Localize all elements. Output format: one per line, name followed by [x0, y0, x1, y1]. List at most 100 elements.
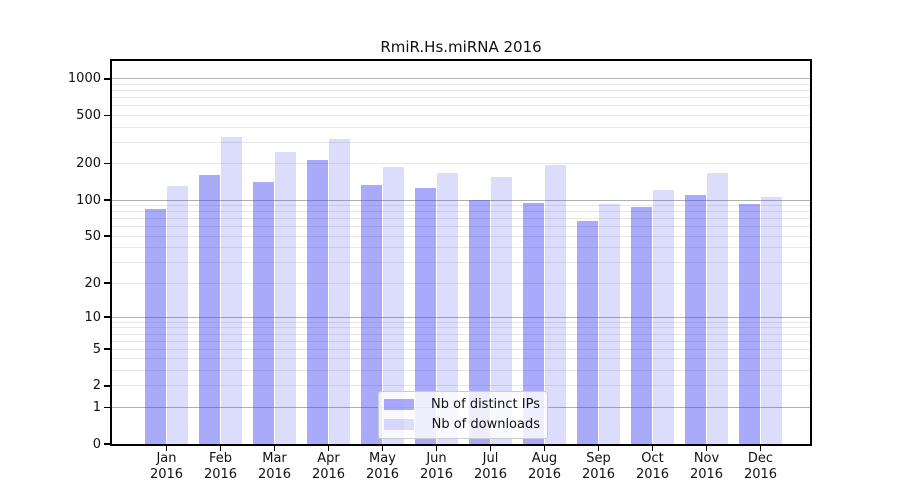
gridline-minor — [112, 226, 810, 228]
x-tick-month: Sep — [586, 451, 611, 466]
legend-label-distinct-ips: Nb of distinct IPs — [431, 397, 540, 412]
x-tick-month: Oct — [641, 451, 664, 466]
x-tick-month: Feb — [208, 451, 233, 466]
x-tick-year: 2016 — [365, 467, 400, 482]
bar-downloads-apr — [328, 139, 351, 444]
legend-item-downloads: Nb of downloads — [384, 417, 540, 432]
bar-distinct-ips-jan — [144, 208, 167, 444]
bar-distinct-ips-jun — [414, 188, 437, 444]
x-axis-tick-mark — [489, 446, 492, 451]
gridline-minor — [112, 262, 810, 263]
x-axis-tick-mark — [327, 446, 330, 451]
y-axis-tick-label: 10 — [84, 309, 101, 325]
bar-distinct-ips-nov — [684, 195, 707, 444]
bar-distinct-ips-jul — [468, 200, 491, 444]
gridline-minor — [112, 321, 810, 323]
bar-downloads-jan — [166, 185, 189, 444]
x-axis-tick-label: Jul 2016 — [463, 451, 519, 483]
gridline-minor — [112, 282, 810, 284]
x-tick-year: 2016 — [257, 467, 292, 482]
y-axis-tick-mark — [104, 235, 110, 237]
bar-distinct-ips-feb — [198, 174, 221, 444]
plot-area: Nb of distinct IPs Nb of downloads — [110, 59, 812, 446]
legend-label-downloads: Nb of downloads — [431, 417, 540, 432]
gridline-minor — [112, 141, 810, 143]
y-axis-tick-mark — [104, 316, 110, 319]
x-axis-tick-label: Feb 2016 — [193, 451, 249, 483]
x-axis-tick-mark — [759, 446, 762, 451]
y-axis-tick-mark — [104, 162, 110, 165]
x-axis-tick-label: Dec 2016 — [733, 451, 789, 483]
x-tick-month: Mar — [262, 451, 287, 466]
gridline-major — [112, 199, 810, 201]
gridline-minor — [112, 105, 810, 107]
y-axis-tick-mark — [104, 282, 110, 284]
gridline-minor — [112, 97, 810, 99]
bar-downloads-mar — [274, 151, 297, 444]
x-tick-month: May — [369, 451, 396, 466]
y-axis-tick-label: 20 — [84, 275, 101, 291]
y-axis-tick-mark — [104, 78, 110, 80]
legend-item-distinct-ips: Nb of distinct IPs — [384, 397, 540, 412]
gridline-minor — [112, 235, 810, 237]
x-axis-tick-mark — [543, 446, 546, 451]
y-axis-tick-label: 0 — [92, 436, 101, 452]
x-tick-year: 2016 — [311, 467, 346, 482]
x-axis-tick-mark — [381, 446, 384, 451]
bar-downloads-feb — [220, 136, 243, 444]
gridline-minor — [112, 327, 810, 329]
bar-downloads-jun — [436, 172, 459, 444]
x-tick-month: Dec — [747, 451, 774, 466]
bar-distinct-ips-sep — [576, 220, 599, 444]
gridline-minor — [112, 163, 810, 165]
bar-downloads-aug — [544, 164, 567, 444]
y-axis-tick-mark — [104, 114, 110, 117]
gridline-major — [112, 316, 810, 318]
gridline-minor — [112, 340, 810, 342]
x-axis-tick-mark — [435, 446, 438, 451]
bar-distinct-ips-dec — [738, 203, 761, 444]
y-axis-tick-label: 500 — [76, 107, 101, 123]
x-axis-tick-label: Jun 2016 — [409, 451, 465, 483]
gridline-minor — [112, 211, 810, 213]
bar-downloads-jul — [490, 176, 513, 444]
gridline-minor — [112, 348, 810, 350]
x-axis-tick-label: Aug 2016 — [517, 451, 573, 483]
x-tick-year: 2016 — [203, 467, 238, 482]
x-tick-year: 2016 — [689, 467, 724, 482]
x-tick-year: 2016 — [527, 467, 562, 482]
y-axis-tick-label: 1000 — [67, 71, 101, 87]
x-tick-year: 2016 — [743, 467, 778, 482]
x-tick-year: 2016 — [581, 467, 616, 482]
gridline-minor — [112, 358, 810, 360]
gridline-minor — [112, 205, 810, 207]
x-tick-year: 2016 — [473, 467, 508, 482]
x-tick-month: Jul — [482, 451, 499, 466]
x-tick-year: 2016 — [635, 467, 670, 482]
x-tick-month: Jan — [156, 451, 177, 466]
y-axis-tick-label: 2 — [92, 378, 101, 394]
bar-distinct-ips-mar — [252, 182, 275, 444]
gridline-major — [112, 78, 810, 80]
gridline-minor — [112, 218, 810, 220]
x-axis-tick-label: Oct 2016 — [625, 451, 681, 483]
x-tick-month: Aug — [531, 451, 558, 466]
bar-downloads-dec — [760, 196, 783, 444]
gridline-minor — [112, 83, 810, 85]
x-axis-tick-label: Sep 2016 — [571, 451, 627, 483]
bar-downloads-may — [382, 166, 405, 444]
bar-downloads-sep — [598, 204, 621, 444]
gridline-minor — [112, 90, 810, 92]
gridline-minor — [112, 126, 810, 128]
bar-downloads-oct — [652, 189, 675, 444]
gridline-minor — [112, 370, 810, 372]
y-axis-tick-mark — [104, 199, 110, 201]
y-axis-tick-mark — [104, 443, 110, 445]
x-axis-tick-mark — [597, 446, 600, 451]
bar-distinct-ips-aug — [522, 202, 545, 444]
x-tick-month: Jun — [426, 451, 447, 466]
y-axis-tick-mark — [104, 348, 110, 351]
x-axis-tick-mark — [165, 446, 168, 451]
y-axis-tick-label: 5 — [92, 341, 101, 357]
